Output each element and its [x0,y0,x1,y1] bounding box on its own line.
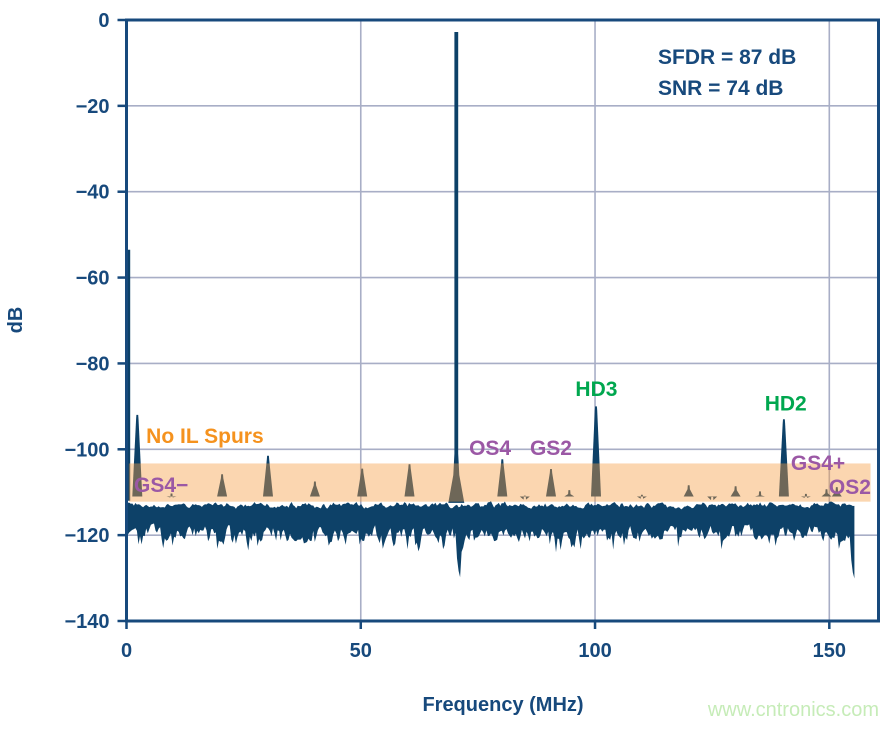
y-tick-label: −20 [76,96,110,118]
y-tick-label: −40 [76,182,110,204]
axes-frame-layer [117,18,880,629]
x-axis-title: Frequency (MHz) [422,694,583,716]
spur-os4 [497,459,508,497]
spur-151.6 [831,487,842,497]
watermark: www.cntronics.com [707,699,879,721]
y-tick-label: −120 [64,525,109,547]
spur-50.3 [357,468,368,497]
x-tick-label: 50 [350,640,372,662]
y-tick-label: 0 [98,10,109,32]
spur-130 [730,486,741,497]
y-tick-label: −140 [64,611,109,633]
label-os4: OS4 [469,437,511,460]
sfdr-annotation: SFDR = 87 dB [658,46,796,69]
spur-hd3 [591,406,601,497]
label-os2: OS2 [829,476,871,499]
label-hd3: HD3 [575,378,617,401]
spur-20.4 [217,474,228,497]
label-gs4: GS4− [134,474,188,497]
gridlines-layer [126,20,879,621]
tick-labels-layer: 0 −20 −40 −60 −80 −100 −120 −140 0 50 100 150 [64,10,846,662]
spur-135.2 [755,491,765,497]
plot-frame [125,18,880,623]
spur-110 [636,494,647,499]
spur-labels-layer: No IL Spurs GS4− OS4 GS2 HD3 HD2 GS4+OS2 [134,378,871,499]
no-il-spurs-band [128,463,871,502]
label-noilspurs: No IL Spurs [146,425,263,448]
spur-30.2 [263,455,273,497]
y-axis-title: dB [5,307,27,334]
snr-annotation: SNR = 74 dB [658,77,783,100]
x-tick-label: 150 [813,640,846,662]
label-hd2: HD2 [765,393,807,416]
y-tick-label: −100 [64,439,109,461]
spur-60.4 [404,464,415,497]
spur-hd2 [778,419,789,497]
noise-floor-trace [127,501,855,579]
spur-149.4 [821,489,832,497]
spur-gs2 [546,469,556,497]
spur-125 [707,496,718,501]
x-tick-label: 100 [578,640,611,662]
spur-40.2 [309,481,320,497]
spur-9.6 [166,493,177,498]
spur-145 [800,493,811,498]
fundamental-tone [448,32,465,503]
x-tick-label: 0 [121,640,132,662]
spur-94.5 [564,490,575,497]
spur-85 [519,495,530,500]
y-tick-label: −80 [76,353,110,375]
label-gs2: GS2 [530,437,572,460]
highlight-band-layer [128,463,871,502]
spur-120 [683,485,694,497]
y-tick-label: −60 [76,268,110,290]
spur-2.3 [132,414,143,497]
label-gs4: GS4+ [791,452,845,475]
